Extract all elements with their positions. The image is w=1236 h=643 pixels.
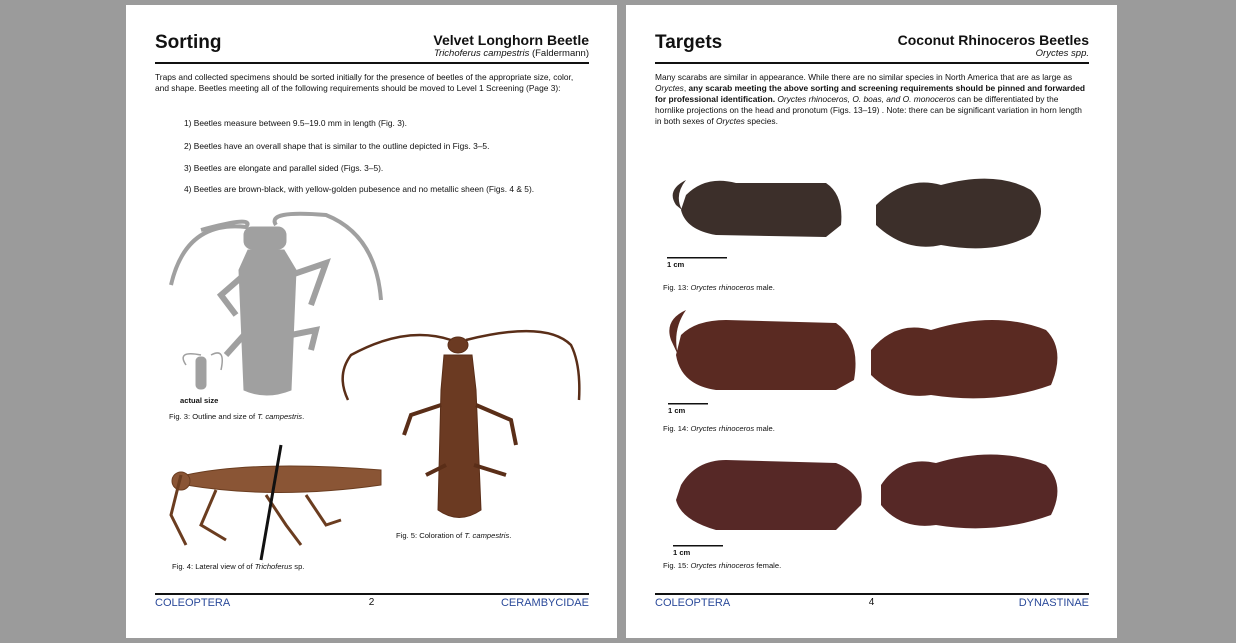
footer-section: COLEOPTERA bbox=[655, 597, 731, 609]
intro-paragraph: Many scarabs are similar in appearance. … bbox=[655, 72, 1085, 127]
text-run: , bbox=[683, 83, 689, 93]
requirement-item: 1) Beetles measure between 9.5–19.0 mm i… bbox=[184, 118, 407, 128]
text-run: . bbox=[302, 412, 305, 421]
text-run: Oryctes rhinoceros, O. boas, and O. mono… bbox=[777, 94, 956, 104]
text-run: Fig. 3: Outline and size of bbox=[169, 412, 258, 421]
text-run: Fig. 5: Coloration of bbox=[396, 531, 465, 540]
header-rule bbox=[655, 62, 1089, 64]
text-run: Oryctes bbox=[716, 116, 745, 126]
text-run: Trichoferus bbox=[254, 562, 293, 571]
text-run: . bbox=[509, 531, 512, 540]
page-subtitle: Trichoferus campestris (Faldermann) bbox=[434, 48, 589, 59]
requirement-item: 4) Beetles are brown-black, with yellow-… bbox=[184, 184, 535, 194]
text-run: Fig. 13: bbox=[663, 283, 691, 292]
text-run: Oryctes spp. bbox=[1035, 48, 1089, 59]
text-run: Oryctes bbox=[655, 83, 684, 93]
text-run: Trichoferus campestris bbox=[433, 48, 530, 59]
outline-figure bbox=[169, 211, 383, 396]
text-run: Oryctes rhinoceros bbox=[690, 283, 755, 292]
text-run: sp. bbox=[292, 562, 305, 571]
figure-caption: Fig. 15: Oryctes rhinoceros female. bbox=[663, 561, 781, 570]
requirement-item: 2) Beetles have an overall shape that is… bbox=[184, 141, 490, 151]
text-run: (Faldermann) bbox=[529, 48, 589, 59]
page: Sorting Velvet Longhorn Beetle Trichoferus… bbox=[126, 5, 617, 638]
text-run: Fig. 14: bbox=[663, 424, 691, 433]
illustrations bbox=[667, 145, 1058, 547]
text-run: male. bbox=[754, 283, 775, 292]
footer-family: DYNASTINAE bbox=[1018, 597, 1089, 609]
text-run: species. bbox=[744, 116, 778, 126]
figure-caption: Fig. 14: Oryctes rhinoceros male. bbox=[663, 424, 775, 433]
page: Targets Coconut Rhinoceros Beetles Oryctes… bbox=[626, 5, 1117, 638]
text-run: male. bbox=[754, 424, 775, 433]
figure-label: 1 cm bbox=[667, 260, 685, 269]
text-run: T. campestris bbox=[464, 531, 510, 540]
figure-caption: Fig. 5: Coloration of T. campestris. bbox=[396, 531, 511, 540]
page-subtitle: Oryctes spp. bbox=[1036, 48, 1089, 59]
page-title: Velvet Longhorn Beetle bbox=[433, 32, 589, 48]
text-run: Oryctes rhinoceros bbox=[690, 424, 755, 433]
figure-label: actual size bbox=[180, 396, 219, 405]
page-title: Coconut Rhinoceros Beetles bbox=[897, 32, 1089, 48]
beetle-photos bbox=[667, 145, 1058, 547]
page-number: 4 bbox=[868, 597, 875, 608]
text-run: can be differentiated by the hornlike pr… bbox=[655, 94, 1082, 126]
header-rule bbox=[155, 62, 589, 64]
text-run: T. campestris bbox=[257, 412, 303, 421]
dorsal-beetle-photo bbox=[341, 329, 581, 518]
page-number: 2 bbox=[368, 597, 375, 608]
footer-section: COLEOPTERA bbox=[155, 597, 231, 609]
text-run: female. bbox=[754, 561, 782, 570]
text-run: Fig. 4: Lateral view of of bbox=[172, 562, 255, 571]
requirement-item: 3) Beetles are elongate and parallel sid… bbox=[184, 163, 384, 173]
page-heading: Sorting bbox=[155, 32, 222, 53]
page-heading: Targets bbox=[655, 32, 723, 53]
text-run: Traps and collected specimens should be … bbox=[155, 72, 574, 93]
intro-paragraph: Traps and collected specimens should be … bbox=[155, 72, 585, 94]
lateral-beetle-photo bbox=[169, 444, 382, 561]
illustrations bbox=[169, 211, 581, 561]
figure-label: 1 cm bbox=[668, 406, 686, 415]
footer-family: CERAMBYCIDAE bbox=[500, 597, 589, 609]
footer-rule bbox=[155, 593, 589, 595]
figure-label: 1 cm bbox=[673, 548, 691, 557]
figure-caption: Fig. 4: Lateral view of of Trichoferus s… bbox=[172, 562, 304, 571]
text-run: any scarab meeting the above sorting and… bbox=[655, 83, 1086, 104]
footer-rule bbox=[655, 593, 1089, 595]
text-run: Fig. 15: bbox=[663, 561, 691, 570]
figure-caption: Fig. 3: Outline and size of T. campestri… bbox=[169, 412, 304, 421]
figure-caption: Fig. 13: Oryctes rhinoceros male. bbox=[663, 283, 775, 292]
text-run: Oryctes rhinoceros bbox=[690, 561, 755, 570]
text-run: Many scarabs are similar in appearance. … bbox=[655, 72, 1073, 82]
